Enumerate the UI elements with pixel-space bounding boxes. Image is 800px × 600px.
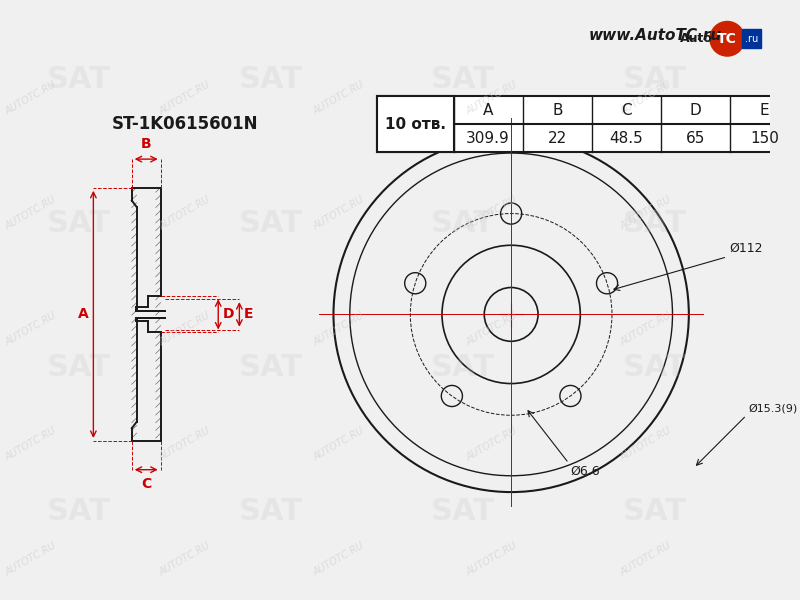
Text: SAT: SAT — [239, 353, 303, 382]
Text: SAT: SAT — [623, 497, 687, 526]
Text: SAT: SAT — [431, 65, 495, 94]
Text: AUTOTC.RU: AUTOTC.RU — [465, 425, 519, 463]
Text: AUTOTC.RU: AUTOTC.RU — [618, 541, 673, 578]
Text: SAT: SAT — [431, 209, 495, 238]
Text: AUTOTC.RU: AUTOTC.RU — [4, 425, 58, 463]
Text: AUTOTC.RU: AUTOTC.RU — [465, 310, 519, 347]
Text: Ø15.3(9): Ø15.3(9) — [748, 403, 798, 413]
Text: SAT: SAT — [47, 209, 111, 238]
Text: AUTOTC.RU: AUTOTC.RU — [618, 425, 673, 463]
Text: SAT: SAT — [47, 497, 111, 526]
Text: www.AutoTC.ru: www.AutoTC.ru — [589, 28, 722, 43]
Text: SAT: SAT — [47, 65, 111, 94]
Text: D: D — [223, 307, 234, 322]
Text: AUTOTC.RU: AUTOTC.RU — [618, 310, 673, 347]
Text: AUTOTC.RU: AUTOTC.RU — [158, 541, 212, 578]
Text: C: C — [141, 478, 151, 491]
Text: 22: 22 — [548, 131, 567, 146]
Text: AUTOTC.RU: AUTOTC.RU — [158, 425, 212, 463]
Text: AUTOTC.RU: AUTOTC.RU — [311, 425, 366, 463]
Text: B: B — [552, 103, 562, 118]
Text: TC: TC — [718, 32, 737, 46]
Text: 309.9: 309.9 — [466, 131, 510, 146]
Text: ST-1K0615601N: ST-1K0615601N — [111, 115, 258, 133]
Text: AUTOTC.RU: AUTOTC.RU — [465, 541, 519, 578]
Text: Ø112: Ø112 — [729, 242, 762, 255]
Text: AUTOTC.RU: AUTOTC.RU — [465, 195, 519, 232]
Text: AUTOTC.RU: AUTOTC.RU — [158, 195, 212, 232]
Text: D: D — [690, 103, 702, 118]
Text: AUTOTC.RU: AUTOTC.RU — [4, 541, 58, 578]
Text: .ru: .ru — [745, 34, 758, 44]
Text: 48.5: 48.5 — [610, 131, 643, 146]
Text: E: E — [244, 307, 254, 322]
Text: AUTOTC.RU: AUTOTC.RU — [618, 80, 673, 117]
Text: A: A — [483, 103, 494, 118]
Text: SAT: SAT — [239, 65, 303, 94]
Text: SAT: SAT — [623, 209, 687, 238]
Text: AUTOTC.RU: AUTOTC.RU — [311, 80, 366, 117]
Text: SAT: SAT — [623, 65, 687, 94]
Text: AUTOTC.RU: AUTOTC.RU — [311, 541, 366, 578]
Text: SAT: SAT — [431, 353, 495, 382]
Text: AUTOTC.RU: AUTOTC.RU — [618, 195, 673, 232]
Text: SAT: SAT — [47, 353, 111, 382]
Text: SAT: SAT — [239, 497, 303, 526]
Bar — [377, 97, 454, 152]
Bar — [742, 29, 761, 49]
Bar — [377, 97, 799, 152]
Text: A: A — [78, 307, 89, 322]
Text: AUTOTC.RU: AUTOTC.RU — [4, 310, 58, 347]
Circle shape — [710, 22, 745, 56]
Text: AUTOTC.RU: AUTOTC.RU — [311, 195, 366, 232]
Text: 65: 65 — [686, 131, 706, 146]
Text: Ø6.6: Ø6.6 — [570, 465, 600, 478]
Text: AUTOTC.RU: AUTOTC.RU — [311, 310, 366, 347]
Text: Auto: Auto — [680, 32, 713, 45]
Text: E: E — [760, 103, 770, 118]
Text: AUTOTC.RU: AUTOTC.RU — [158, 310, 212, 347]
Text: C: C — [621, 103, 632, 118]
Text: 10 отв.: 10 отв. — [385, 117, 446, 132]
Text: 150: 150 — [750, 131, 779, 146]
Text: SAT: SAT — [239, 209, 303, 238]
Text: AUTOTC.RU: AUTOTC.RU — [465, 80, 519, 117]
Text: AUTOTC.RU: AUTOTC.RU — [158, 80, 212, 117]
Text: AUTOTC.RU: AUTOTC.RU — [4, 80, 58, 117]
Text: B: B — [141, 137, 151, 151]
Text: SAT: SAT — [431, 497, 495, 526]
Text: AUTOTC.RU: AUTOTC.RU — [4, 195, 58, 232]
Text: SAT: SAT — [623, 353, 687, 382]
